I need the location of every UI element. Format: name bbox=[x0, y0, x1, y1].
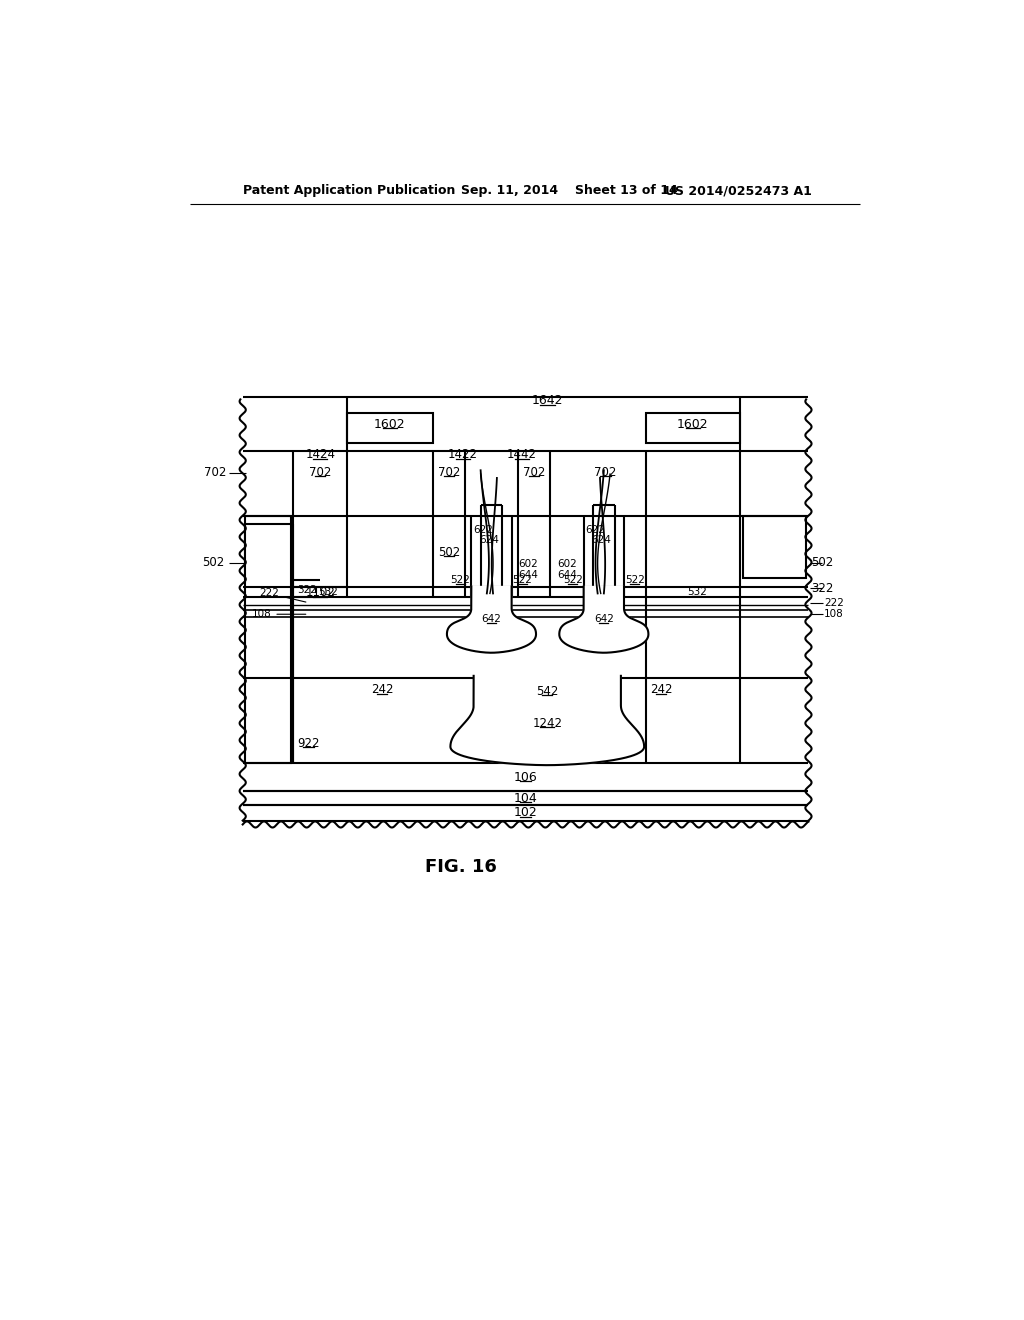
Text: US 2014/0252473 A1: US 2014/0252473 A1 bbox=[665, 185, 812, 197]
Text: 106: 106 bbox=[514, 771, 538, 784]
Text: 502: 502 bbox=[811, 556, 834, 569]
Text: 242: 242 bbox=[371, 684, 393, 696]
Text: 1242: 1242 bbox=[532, 717, 562, 730]
Text: 502: 502 bbox=[202, 556, 224, 569]
Text: 644: 644 bbox=[558, 570, 578, 579]
Text: 522: 522 bbox=[513, 576, 532, 585]
Text: 644: 644 bbox=[518, 570, 538, 579]
Text: 108: 108 bbox=[824, 610, 844, 619]
Text: FIG. 16: FIG. 16 bbox=[425, 858, 498, 875]
Text: 104: 104 bbox=[514, 792, 538, 805]
Text: 242: 242 bbox=[650, 684, 673, 696]
Text: 1642: 1642 bbox=[531, 395, 563, 408]
Bar bbox=[347, 413, 432, 444]
Text: 622: 622 bbox=[586, 524, 605, 535]
Text: 642: 642 bbox=[481, 614, 502, 624]
Text: 108: 108 bbox=[252, 610, 306, 619]
Text: 624: 624 bbox=[479, 536, 499, 545]
Text: 532: 532 bbox=[687, 587, 707, 597]
Text: 222: 222 bbox=[259, 589, 306, 602]
Polygon shape bbox=[559, 586, 648, 653]
Text: Patent Application Publication: Patent Application Publication bbox=[243, 185, 455, 197]
Text: 702: 702 bbox=[309, 466, 332, 479]
Text: 532: 532 bbox=[318, 587, 338, 597]
Text: 642: 642 bbox=[594, 614, 613, 624]
Text: 702: 702 bbox=[437, 466, 460, 479]
Text: 102: 102 bbox=[514, 807, 538, 820]
Text: 542: 542 bbox=[537, 685, 558, 698]
Text: 1602: 1602 bbox=[374, 417, 406, 430]
Text: 522: 522 bbox=[625, 576, 645, 585]
Text: 502: 502 bbox=[437, 546, 460, 560]
Text: 522: 522 bbox=[451, 576, 470, 585]
Polygon shape bbox=[451, 676, 644, 766]
Text: 702: 702 bbox=[523, 466, 546, 479]
Bar bbox=[245, 524, 291, 763]
Text: 322: 322 bbox=[811, 582, 834, 594]
Bar bbox=[646, 413, 740, 444]
Text: 602: 602 bbox=[518, 560, 538, 569]
Text: 1424: 1424 bbox=[305, 449, 335, 462]
Text: 624: 624 bbox=[592, 536, 611, 545]
Text: 922: 922 bbox=[297, 737, 319, 750]
Text: 522: 522 bbox=[563, 576, 583, 585]
Text: 702: 702 bbox=[205, 466, 226, 479]
Bar bbox=[742, 516, 806, 578]
Text: 1102: 1102 bbox=[305, 586, 335, 599]
Text: 602: 602 bbox=[558, 560, 578, 569]
Text: 702: 702 bbox=[594, 466, 616, 479]
Text: 1442: 1442 bbox=[507, 449, 537, 462]
Text: 222: 222 bbox=[824, 598, 844, 607]
Polygon shape bbox=[446, 586, 536, 653]
Text: 322: 322 bbox=[297, 585, 316, 594]
Text: 622: 622 bbox=[473, 524, 493, 535]
Text: Sep. 11, 2014  Sheet 13 of 14: Sep. 11, 2014 Sheet 13 of 14 bbox=[461, 185, 678, 197]
Text: 1602: 1602 bbox=[677, 417, 709, 430]
Text: 1422: 1422 bbox=[447, 449, 478, 462]
Bar bbox=[245, 516, 291, 578]
